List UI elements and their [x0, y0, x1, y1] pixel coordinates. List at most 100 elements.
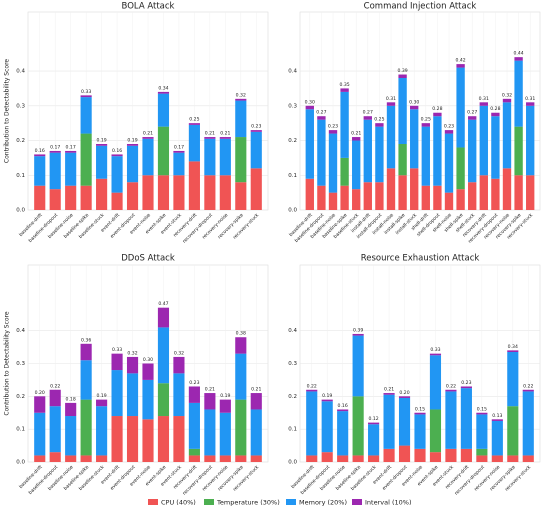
bar-segment: [80, 97, 92, 134]
bar-segment: [306, 389, 318, 392]
total-label: 0.36: [81, 337, 91, 343]
y-tick-label: 0.0: [288, 460, 297, 466]
bar-segment: [340, 91, 349, 158]
total-label: 0.25: [421, 117, 431, 123]
bar-segment: [468, 119, 477, 183]
bar-segment: [142, 363, 154, 380]
bar-segment: [49, 152, 61, 190]
x-tick-label: baseline-dropout: [27, 212, 59, 244]
bar-segment: [502, 98, 512, 103]
bar-segment: [173, 356, 185, 374]
bar-segment: [235, 182, 247, 210]
bar-segment: [96, 406, 108, 456]
bar-segment: [204, 138, 216, 176]
bar-segment: [235, 455, 247, 462]
bar-segment: [306, 391, 318, 456]
total-label: 0.18: [66, 396, 76, 402]
bar-segment: [476, 448, 488, 456]
total-label: 0.23: [444, 124, 454, 130]
bar-segment: [337, 411, 349, 456]
bar-segment: [126, 145, 139, 183]
total-label: 0.19: [96, 138, 106, 144]
total-label: 0.31: [479, 96, 489, 102]
bar-segment: [188, 123, 200, 125]
bar-segment: [96, 178, 108, 210]
bar-segment: [173, 416, 185, 462]
legend-label: CPU (40%): [161, 499, 196, 507]
bar-segment: [444, 133, 454, 193]
bar-segment: [337, 455, 349, 462]
bar-segment: [414, 414, 426, 449]
total-label: 0.21: [251, 387, 261, 393]
bar-segment: [49, 189, 61, 210]
total-label: 0.23: [461, 380, 471, 386]
bar-segment: [219, 138, 231, 176]
bar-segment: [235, 100, 247, 138]
chart-title: DDoS Attack: [121, 254, 175, 264]
y-tick-label: 0.0: [16, 460, 25, 466]
bar-segment: [173, 150, 185, 153]
bar-segment: [173, 175, 185, 210]
bar-segment: [460, 388, 472, 449]
bar-segment: [80, 133, 92, 186]
bar-segment: [468, 116, 477, 120]
total-label: 0.15: [415, 406, 425, 412]
bar-segment: [445, 448, 457, 462]
total-label: 0.47: [158, 301, 168, 307]
total-label: 0.30: [305, 99, 315, 105]
bar-segment: [250, 168, 262, 210]
total-label: 0.13: [492, 413, 502, 419]
total-label: 0.31: [525, 96, 535, 102]
bar-segment: [429, 355, 442, 410]
bar-segment: [368, 455, 380, 462]
bar-segment: [49, 406, 61, 453]
total-label: 0.20: [35, 390, 45, 396]
total-label: 0.32: [502, 92, 512, 98]
bar-segment: [126, 416, 139, 462]
total-label: 0.17: [66, 144, 76, 150]
total-label: 0.16: [338, 403, 348, 409]
bar-segment: [157, 91, 170, 94]
bar-segment: [96, 399, 108, 407]
bar-segment: [305, 109, 314, 179]
bar-segment: [317, 116, 326, 120]
bar-segment: [340, 88, 349, 92]
bar-segment: [522, 455, 534, 462]
bar-segment: [188, 402, 200, 449]
total-label: 0.22: [50, 383, 60, 389]
bar-segment: [250, 409, 262, 456]
bar-segment: [80, 399, 92, 456]
total-label: 0.32: [174, 350, 184, 356]
bar-segment: [204, 455, 216, 462]
legend-swatch: [148, 499, 158, 505]
chart-title: Command Injection Attack: [364, 2, 477, 12]
bar-segment: [157, 175, 170, 210]
bar-segment: [522, 389, 534, 392]
bar-segment: [142, 379, 154, 420]
bar-segment: [80, 185, 92, 210]
y-tick-label: 0.3: [288, 103, 297, 109]
bar-segment: [340, 185, 349, 210]
bar-segment: [34, 154, 46, 157]
bar-segment: [219, 175, 231, 210]
bar-segment: [142, 419, 154, 462]
total-label: 0.16: [112, 148, 122, 154]
x-tick-label: recovery-stuck: [504, 464, 533, 493]
bar-segment: [157, 126, 170, 176]
bar-segment: [142, 175, 154, 210]
y-tick-label: 0.4: [288, 69, 297, 75]
bar-segment: [526, 175, 535, 210]
bar-segment: [460, 386, 472, 389]
bar-segment: [188, 455, 200, 462]
bar-segment: [250, 131, 262, 169]
total-label: 0.21: [351, 131, 361, 137]
bar-segment: [514, 126, 523, 176]
bar-segment: [235, 137, 247, 183]
bar-segment: [491, 112, 500, 117]
bar-segment: [507, 455, 519, 462]
total-label: 0.35: [339, 82, 349, 88]
bar-segment: [421, 185, 430, 210]
total-label: 0.23: [328, 124, 338, 130]
bar-segment: [157, 327, 170, 384]
bar-segment: [49, 150, 61, 153]
